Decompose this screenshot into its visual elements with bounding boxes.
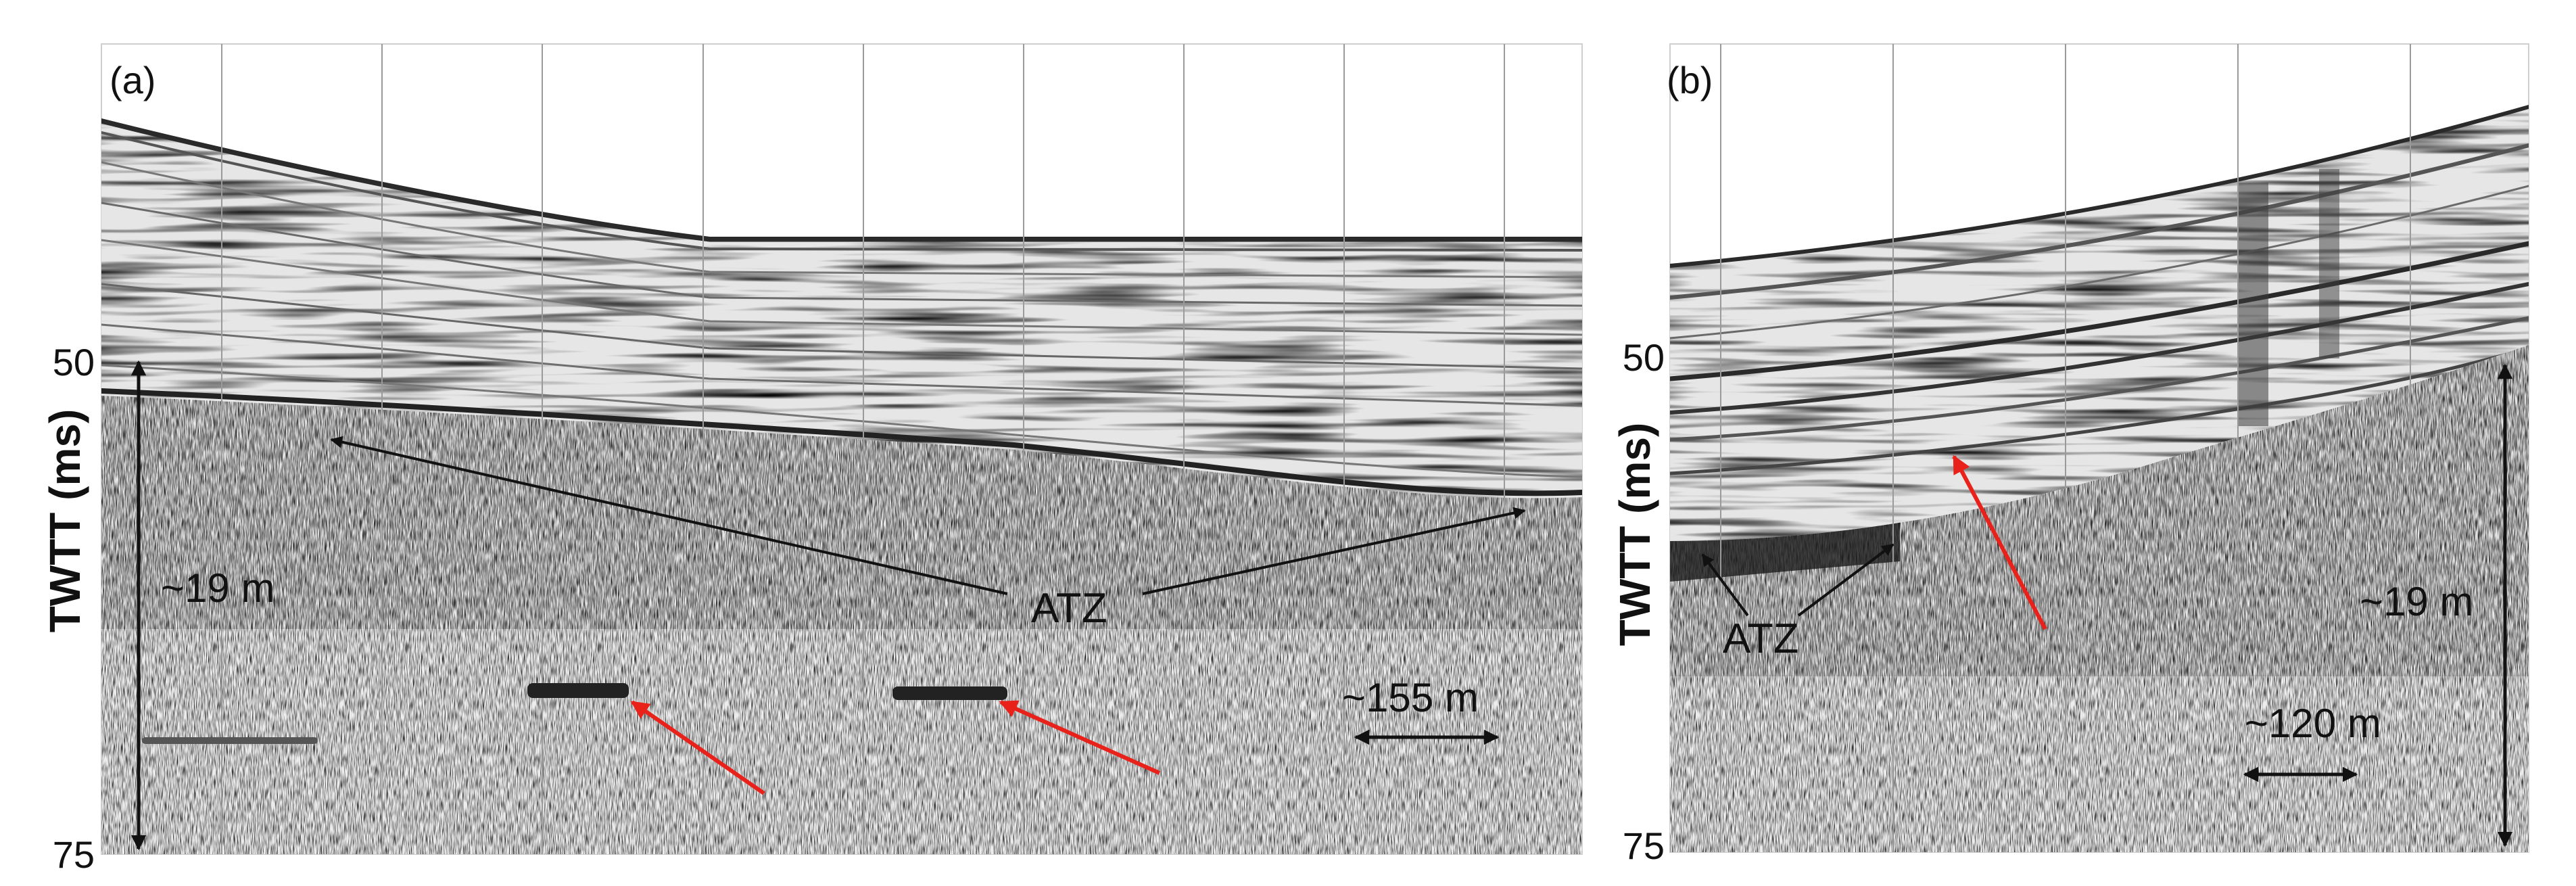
panel-b-y-tick-75: 75 bbox=[1623, 824, 1665, 867]
panel-b-atz-arrow-left bbox=[1701, 553, 1749, 617]
panel-a-red-arrow-2 bbox=[999, 700, 1161, 775]
panel-b-label: (b) bbox=[1667, 59, 1713, 101]
panel-b-red-arrow bbox=[1952, 454, 2047, 630]
panel-a-y-axis-label: TWTT (ms) bbox=[41, 409, 89, 633]
panel-b-y-axis-label: TWTT (ms) bbox=[1611, 423, 1659, 647]
panel-a-y-tick-50: 50 bbox=[53, 341, 95, 383]
panel-a-atz-arrow-right bbox=[1142, 507, 1526, 595]
panel-b-trace-lines bbox=[1720, 44, 2411, 852]
panel-b-depth-scale-label: ~19 m bbox=[2360, 579, 2473, 624]
panel-a-y-tick-75: 75 bbox=[53, 833, 95, 876]
panel-a-atz-label: ATZ bbox=[1031, 585, 1107, 632]
panel-b: (b) 50 75 TWTT (ms) ATZ ~19 m ~120 m bbox=[1611, 43, 2529, 867]
panel-b-horizontal-scale-label: ~120 m bbox=[2245, 701, 2381, 746]
panel-b-atz-label: ATZ bbox=[1723, 615, 1799, 662]
panel-a: (a) 50 75 TWTT (ms) ~19 m ~155 m ATZ bbox=[41, 43, 1583, 876]
panel-a-depth-scale-label: ~19 m bbox=[161, 565, 275, 611]
panel-b-atz-arrow-right bbox=[1797, 543, 1894, 617]
panel-a-horizontal-scale-label: ~155 m bbox=[1342, 675, 1479, 720]
panel-a-label: (a) bbox=[110, 59, 156, 101]
panel-a-red-arrow-1 bbox=[630, 700, 765, 795]
panel-a-atz-arrow-left bbox=[330, 436, 1008, 595]
panel-a-bright-reflectors bbox=[142, 683, 1007, 744]
panel-b-y-tick-50: 50 bbox=[1623, 336, 1665, 379]
panel-a-trace-lines bbox=[221, 44, 1505, 854]
